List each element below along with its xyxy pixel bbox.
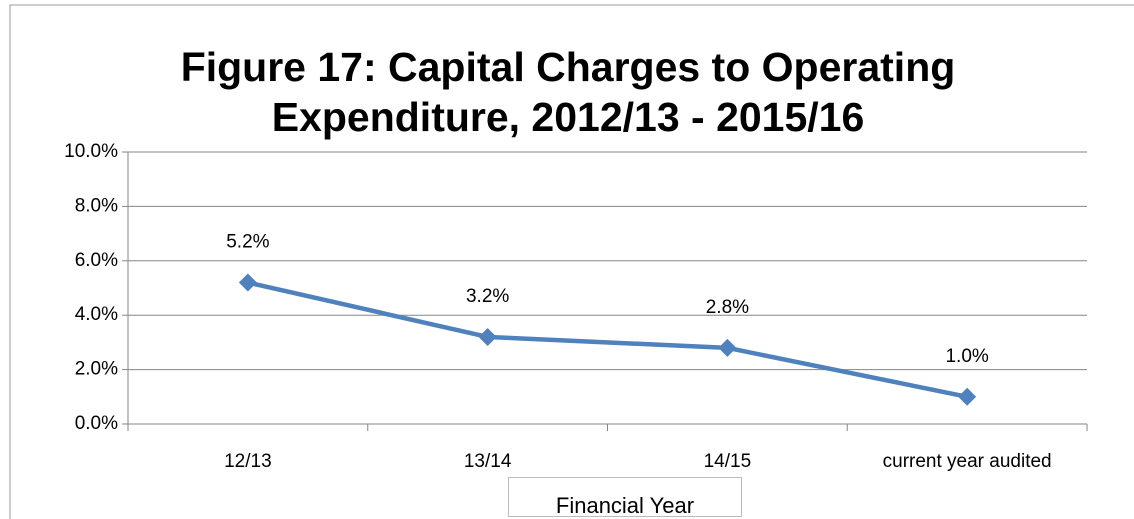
x-tick-label: 14/15 (703, 451, 752, 472)
chart-title: Figure 17: Capital Charges to Operating … (180, 44, 956, 140)
data-label: 1.0% (945, 346, 988, 367)
y-tick-label: 4.0% (75, 304, 118, 325)
y-tick-label: 8.0% (75, 195, 118, 216)
marker (238, 273, 257, 292)
marker (478, 327, 497, 346)
data-label: 3.2% (466, 286, 509, 307)
frame (9, 4, 1134, 519)
line (247, 280, 968, 400)
y-tick-label: 6.0% (75, 250, 118, 271)
data-label: 2.8% (706, 297, 749, 318)
y-tick-label: 0.0% (75, 413, 118, 434)
marker (718, 338, 737, 357)
marker (958, 387, 977, 406)
x-tick-label: 12/13 (224, 451, 272, 472)
x-axis-label: Financial Year (508, 477, 742, 518)
x-tick-label: 13/14 (463, 451, 512, 472)
data-label: 5.2% (226, 232, 269, 253)
y-tick-label: 2.0% (75, 359, 118, 380)
x-tick-label: current year audited (882, 451, 1052, 472)
y-tick-label: 10.0% (64, 141, 118, 162)
